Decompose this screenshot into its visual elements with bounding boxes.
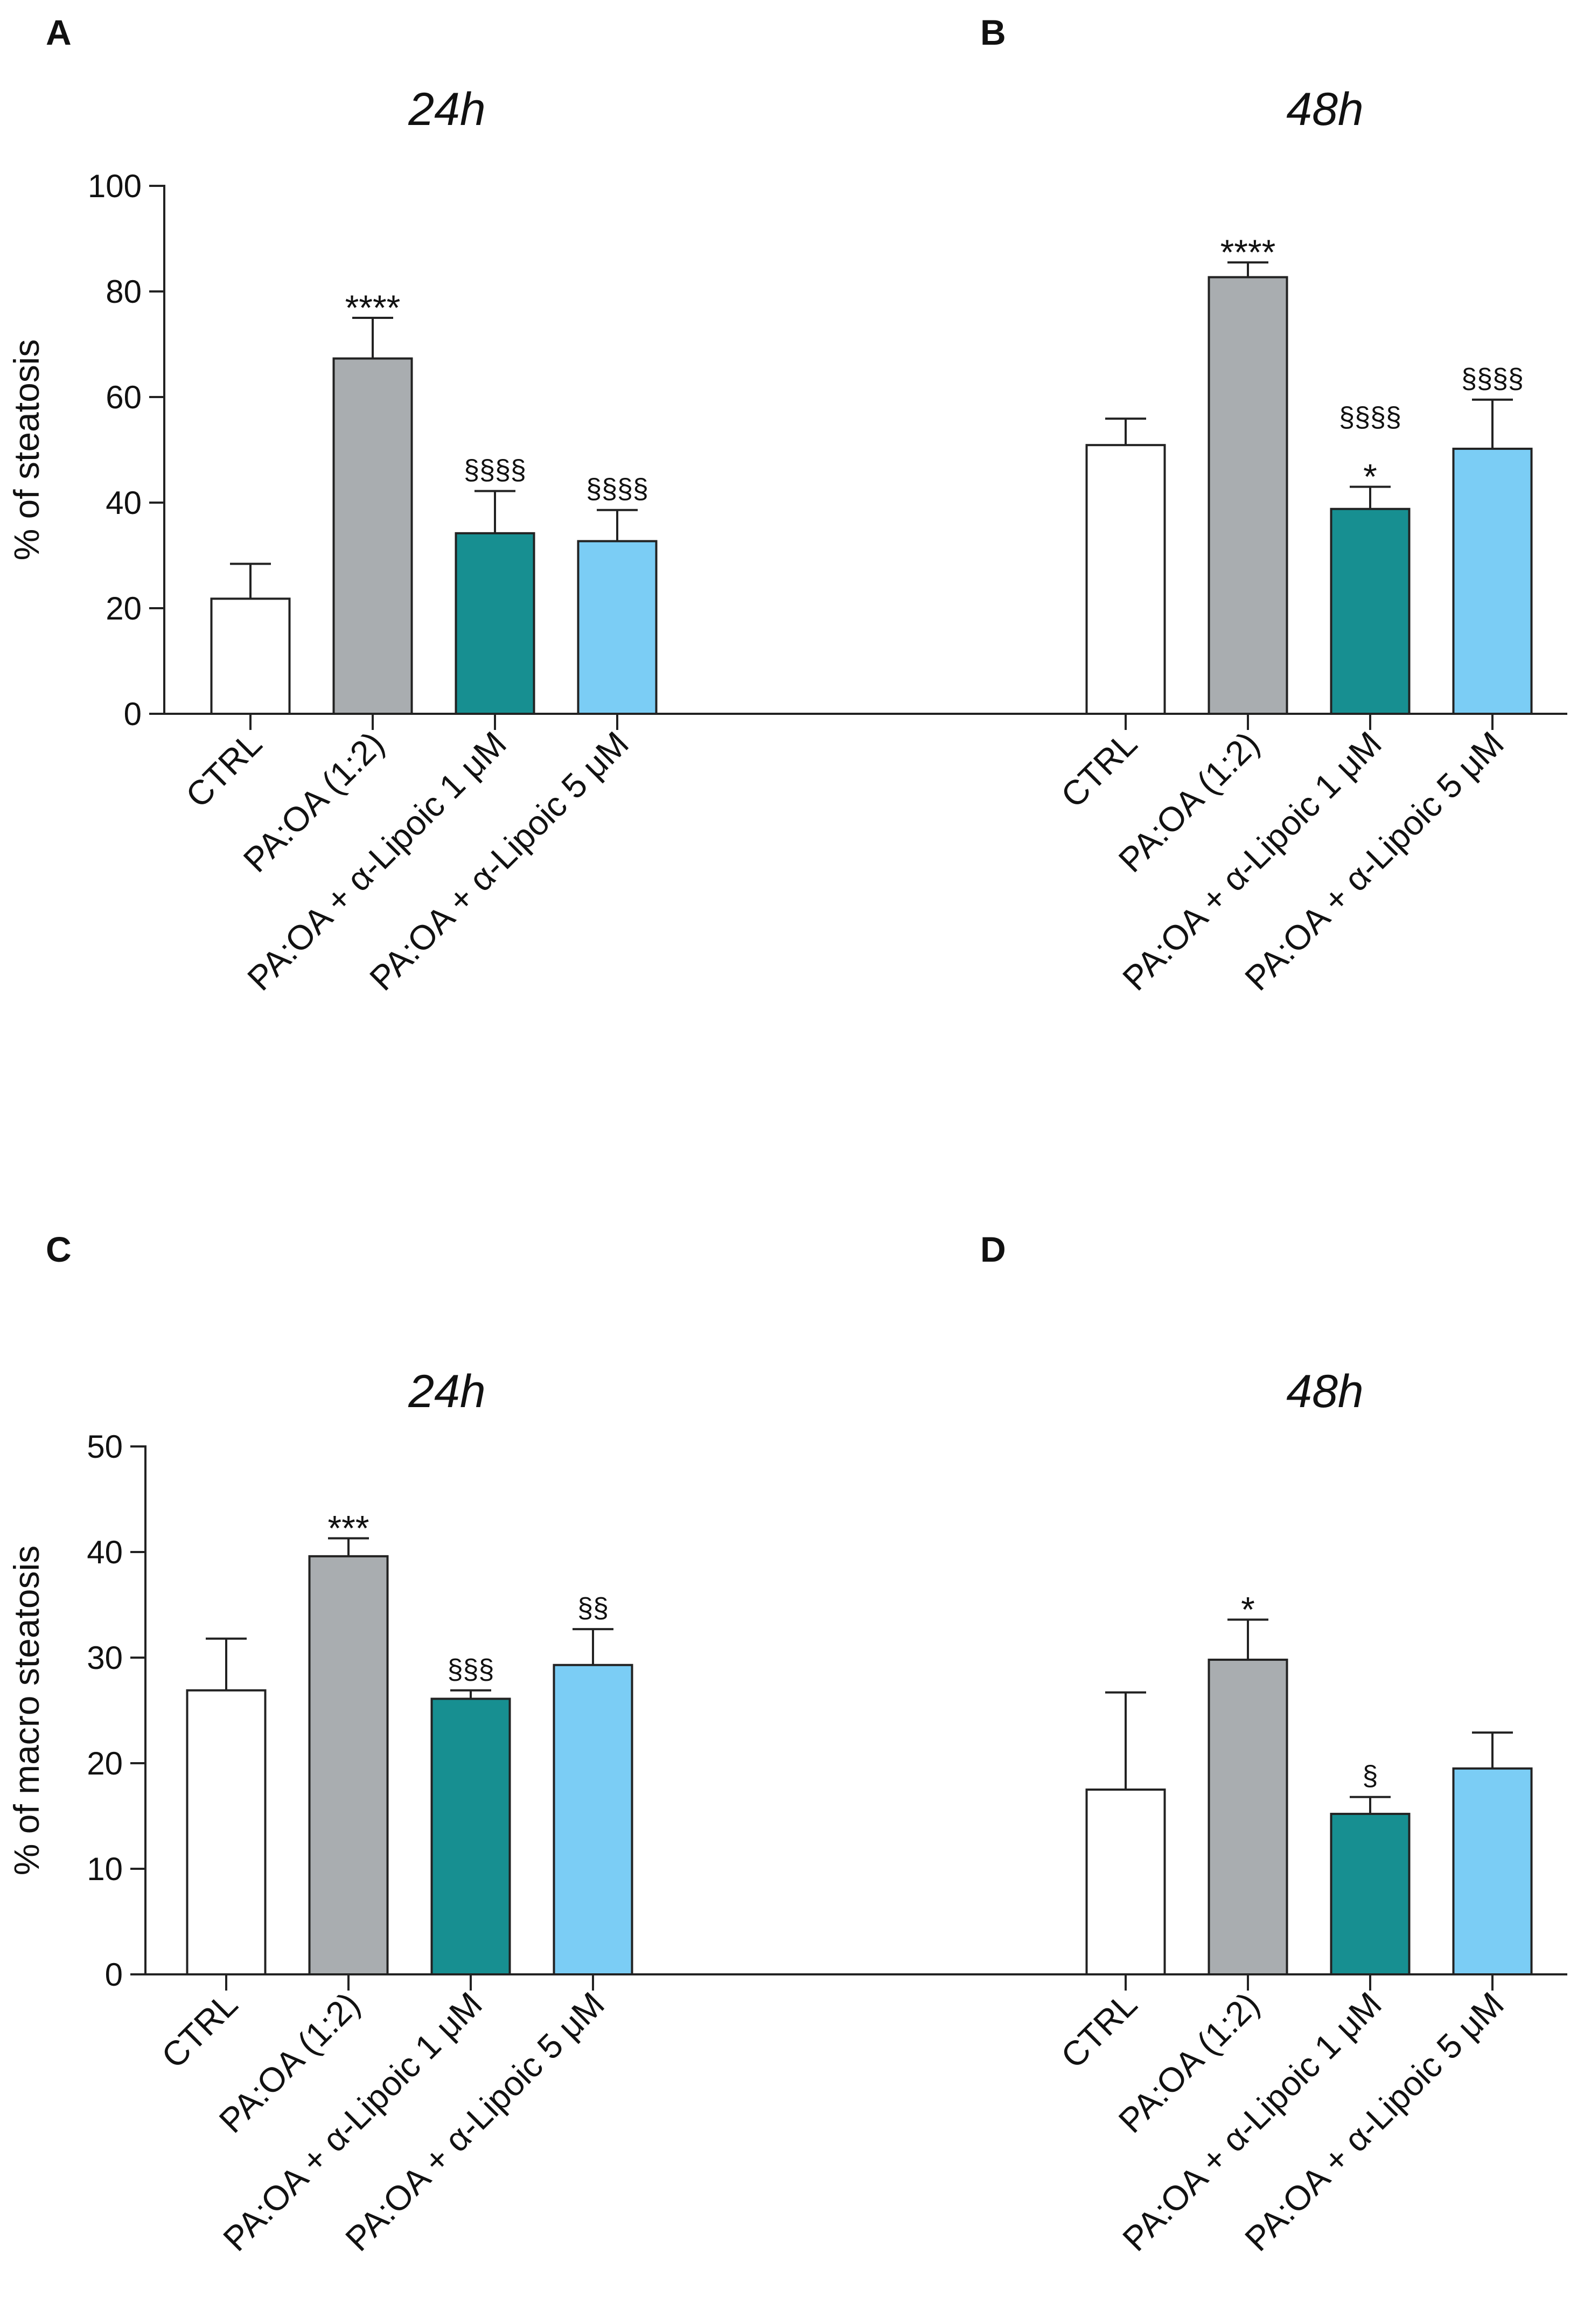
bar [430,1697,511,1975]
bar [1208,1658,1288,1975]
significance-mark: §§§§ [586,474,648,505]
bar [308,1555,389,1976]
y-tick-label: 100 [88,168,142,204]
significance-mark: **** [1220,232,1276,272]
bar [1085,444,1166,715]
bar [1085,1789,1166,1975]
significance-mark: §§ [577,1592,609,1624]
significance-mark: * [1241,1589,1255,1629]
panel-letter: A [46,12,72,52]
bar [553,1664,633,1975]
y-tick-label: 40 [106,485,142,521]
significance-mark: **** [345,288,401,328]
y-tick-label: 10 [87,1851,123,1887]
significance-mark: §§§§ [464,454,526,485]
bar [1330,507,1411,715]
bar [210,597,291,715]
chart-title: 48h [1286,84,1364,135]
x-tick-label: CTRL [178,724,269,815]
bar [455,532,535,715]
panel-letter: B [980,12,1006,52]
significance-mark: *** [327,1508,369,1548]
x-tick-label: CTRL [1053,1985,1145,2076]
y-tick-label: 20 [87,1745,123,1782]
y-tick-label: 0 [105,1957,123,1993]
bar [577,540,658,715]
significance-mark: § [1363,1761,1378,1792]
chart-title: 24h [408,1366,486,1417]
x-tick-label: CTRL [1053,724,1145,815]
x-tick-label: CTRL [154,1985,245,2076]
significance-mark: §§§§ [1339,402,1401,433]
y-tick-label: 30 [87,1640,123,1676]
y-tick-label: 80 [106,274,142,310]
y-axis-label: % of steatosis [6,339,46,561]
bar [1452,1767,1533,1976]
bar [1452,448,1533,715]
chart-title: 48h [1286,1366,1364,1417]
bar [186,1689,267,1975]
significance-mark: §§§ [448,1654,494,1685]
y-tick-label: 60 [106,379,142,415]
bar [332,357,413,715]
chart-title: 24h [408,84,486,135]
significance-mark: * [1363,457,1377,497]
significance-mark: §§§§ [1461,363,1524,394]
bar [1208,276,1288,715]
y-axis-label: % of macro steatosis [6,1546,46,1876]
panel-letter: C [46,1229,72,1269]
y-tick-label: 50 [87,1429,123,1465]
panel-letter: D [980,1229,1006,1269]
bar [1330,1813,1411,1976]
y-tick-label: 40 [87,1534,123,1570]
y-tick-label: 0 [124,696,142,732]
y-tick-label: 20 [106,590,142,627]
